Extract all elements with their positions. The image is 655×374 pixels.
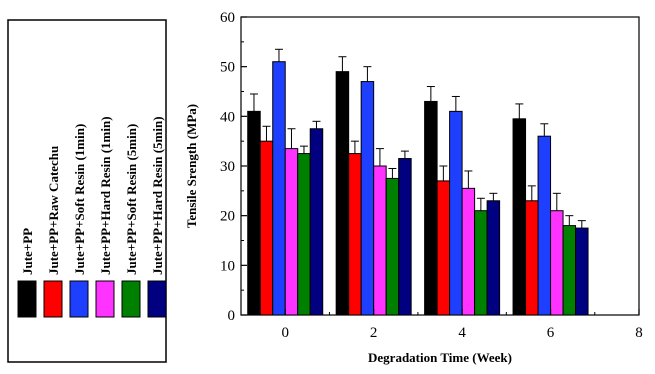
bar-4-2 [474, 210, 488, 316]
bar-0-3 [512, 118, 527, 316]
bar-2-3 [537, 135, 552, 316]
y-tick-label: 30 [220, 159, 235, 175]
legend-swatch-4 [121, 280, 141, 318]
x-tick-label: 4 [458, 325, 466, 341]
legend-label-5: Jute+PP+Hard Resin (5min) [150, 116, 165, 275]
legend-swatch-3 [95, 280, 115, 318]
bar-3-2 [461, 187, 476, 316]
bar-4-3 [562, 225, 577, 316]
bar-5-3 [575, 227, 589, 316]
legend-swatch-1 [43, 280, 63, 318]
bar-1-0 [259, 140, 274, 316]
bar-0-1 [335, 71, 350, 316]
legend-swatch-5 [147, 280, 167, 318]
bar-5-2 [486, 200, 501, 316]
x-tick-label: 8 [635, 325, 643, 341]
x-axis-label: Degradation Time (Week) [368, 350, 512, 365]
bar-0-2 [424, 100, 438, 316]
legend-swatch-0 [17, 280, 37, 318]
bar-4-1 [385, 177, 400, 316]
legend-label-2: Jute+PP+Soft Resin (1min) [72, 124, 87, 275]
y-tick-label: 0 [228, 308, 236, 324]
y-axis-label: Tensile Srength (MPa) [184, 104, 199, 228]
legend-label-1: Jute+PP+Raw Catechu [46, 146, 61, 275]
y-tick-label: 50 [220, 60, 235, 76]
bar-5-1 [398, 158, 412, 316]
bar-4-0 [297, 153, 311, 316]
legend-swatch-2 [69, 280, 89, 318]
bar-2-0 [272, 61, 286, 316]
legend-label-0: Jute+PP [20, 228, 35, 275]
legend-label-3: Jute+PP+Hard Resin (1min) [98, 116, 113, 275]
x-tick-label: 6 [547, 325, 555, 341]
bar-3-3 [550, 210, 564, 316]
bar-3-1 [373, 165, 387, 316]
y-tick-label: 40 [220, 109, 235, 125]
error-bars-group [249, 48, 586, 229]
bar-2-1 [360, 81, 375, 316]
y-tick-label: 60 [220, 10, 235, 26]
y-tick-label: 10 [220, 258, 235, 274]
y-tick-label: 20 [220, 209, 235, 225]
bar-2-2 [449, 110, 463, 316]
axes-group: 0 10 20 30 40 50 60 0 2 4 6 8 [220, 10, 643, 341]
bar-1-1 [348, 153, 362, 316]
x-tick-label: 2 [370, 325, 378, 341]
bar-3-0 [284, 148, 299, 316]
legend-label-4: Jute+PP+Soft Resin (5min) [124, 124, 139, 275]
bar-1-3 [525, 200, 539, 316]
bar-5-0 [309, 128, 324, 316]
x-tick-label: 0 [281, 325, 289, 341]
bar-0-0 [247, 110, 261, 316]
bar-1-2 [436, 180, 451, 316]
bars-group [247, 61, 589, 316]
legend: Jute+PP Jute+PP+Raw Catechu Jute+PP+Soft R… [7, 19, 167, 363]
